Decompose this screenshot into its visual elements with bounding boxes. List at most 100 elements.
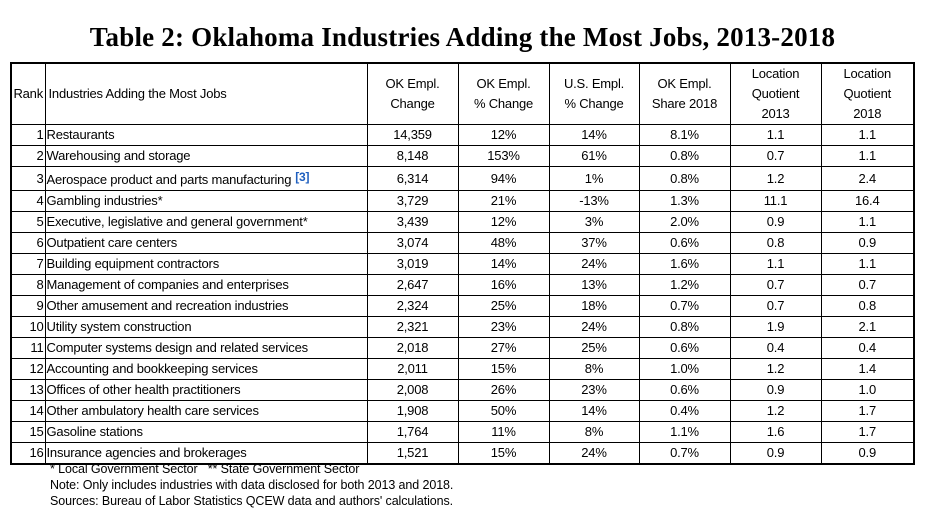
cell-industry: Computer systems design and related serv…	[44, 337, 368, 359]
note-sources: Sources: Bureau of Labor Statistics QCEW…	[50, 494, 454, 508]
cell-lq2018: 1.7	[820, 421, 915, 443]
cell-ok-change: 3,729	[366, 190, 459, 212]
cell-rank: 12	[10, 358, 46, 380]
header-lq2018: Location Quotient 2018	[820, 62, 915, 125]
cell-lq2013: 0.7	[729, 295, 822, 317]
cell-ok-pct: 50%	[457, 400, 550, 422]
cell-rank: 11	[10, 337, 46, 359]
table-row: 1 Restaurants 14,359 12% 14% 8.1% 1.1 1.1	[10, 124, 915, 146]
footnote-link[interactable]: [3]	[295, 170, 310, 184]
cell-us-pct: 25%	[548, 337, 640, 359]
header-share: OK Empl. Share 2018	[638, 62, 731, 125]
table-row: 12 Accounting and bookkeeping services 2,0…	[10, 358, 915, 380]
cell-us-pct: 23%	[548, 379, 640, 401]
cell-ok-pct: 15%	[457, 442, 550, 465]
cell-ok-change: 2,647	[366, 274, 459, 296]
cell-rank: 5	[10, 211, 46, 233]
table-notes: * Local Government Sector ** State Gover…	[50, 461, 453, 509]
cell-lq2018: 1.1	[820, 124, 915, 146]
cell-share: 8.1%	[638, 124, 731, 146]
cell-lq2013: 1.2	[729, 358, 822, 380]
cell-rank: 15	[10, 421, 46, 443]
cell-lq2013: 0.9	[729, 211, 822, 233]
cell-share: 0.7%	[638, 442, 731, 465]
cell-ok-change: 6,314	[366, 166, 459, 191]
cell-industry: Other ambulatory health care services	[44, 400, 368, 422]
cell-industry: Offices of other health practitioners	[44, 379, 368, 401]
cell-ok-pct: 25%	[457, 295, 550, 317]
note-disclosure: Note: Only includes industries with data…	[50, 478, 454, 492]
cell-industry: Executive, legislative and general gover…	[44, 211, 368, 233]
cell-us-pct: 13%	[548, 274, 640, 296]
cell-lq2018: 0.7	[820, 274, 915, 296]
cell-us-pct: 24%	[548, 253, 640, 275]
cell-lq2018: 1.0	[820, 379, 915, 401]
table-row: 2 Warehousing and storage 8,148 153% 61% 0.8%…	[10, 145, 915, 167]
header-us-pct: U.S. Empl.% Change	[548, 62, 640, 125]
table-row: 10 Utility system construction 2,321 23% 24%…	[10, 316, 915, 338]
cell-ok-pct: 23%	[457, 316, 550, 338]
cell-industry: Outpatient care centers	[44, 232, 368, 254]
cell-ok-change: 14,359	[366, 124, 459, 146]
cell-ok-pct: 12%	[457, 124, 550, 146]
cell-ok-change: 2,321	[366, 316, 459, 338]
cell-share: 0.6%	[638, 337, 731, 359]
cell-lq2013: 0.9	[729, 379, 822, 401]
cell-share: 0.6%	[638, 232, 731, 254]
table-row: 4 Gambling industries* 3,729 21% -13% 1.3% 11.…	[10, 190, 915, 212]
cell-us-pct: 1%	[548, 166, 640, 191]
cell-ok-change: 2,011	[366, 358, 459, 380]
cell-rank: 7	[10, 253, 46, 275]
cell-rank: 3	[10, 166, 46, 191]
cell-us-pct: 18%	[548, 295, 640, 317]
cell-us-pct: 8%	[548, 358, 640, 380]
cell-ok-pct: 14%	[457, 253, 550, 275]
table-row: 3 Aerospace product and parts manufacturi…	[10, 166, 915, 191]
cell-lq2018: 0.9	[820, 442, 915, 465]
cell-lq2018: 0.8	[820, 295, 915, 317]
cell-lq2013: 0.4	[729, 337, 822, 359]
cell-us-pct: -13%	[548, 190, 640, 212]
cell-us-pct: 24%	[548, 442, 640, 465]
cell-lq2018: 2.1	[820, 316, 915, 338]
cell-lq2018: 0.4	[820, 337, 915, 359]
cell-share: 0.4%	[638, 400, 731, 422]
cell-rank: 14	[10, 400, 46, 422]
header-ok-pct: OK Empl.% Change	[457, 62, 550, 125]
cell-lq2013: 0.7	[729, 145, 822, 167]
cell-share: 1.0%	[638, 358, 731, 380]
cell-share: 0.8%	[638, 316, 731, 338]
cell-rank: 8	[10, 274, 46, 296]
cell-ok-change: 3,439	[366, 211, 459, 233]
industries-table: Rank Industries Adding the Most Jobs OK …	[10, 62, 915, 465]
cell-lq2013: 0.7	[729, 274, 822, 296]
cell-us-pct: 61%	[548, 145, 640, 167]
cell-share: 0.8%	[638, 145, 731, 167]
cell-us-pct: 8%	[548, 421, 640, 443]
cell-lq2018: 1.1	[820, 253, 915, 275]
cell-share: 0.8%	[638, 166, 731, 191]
cell-share: 1.3%	[638, 190, 731, 212]
header-industry: Industries Adding the Most Jobs	[44, 62, 368, 125]
cell-rank: 9	[10, 295, 46, 317]
note-sectors: * Local Government Sector ** State Gover…	[50, 462, 360, 476]
cell-rank: 1	[10, 124, 46, 146]
cell-lq2013: 0.9	[729, 442, 822, 465]
cell-ok-change: 1,908	[366, 400, 459, 422]
cell-share: 0.6%	[638, 379, 731, 401]
cell-share: 0.7%	[638, 295, 731, 317]
cell-rank: 16	[10, 442, 46, 465]
cell-rank: 13	[10, 379, 46, 401]
cell-rank: 10	[10, 316, 46, 338]
header-lq2013: Location Quotient 2013	[729, 62, 822, 125]
cell-lq2013: 1.9	[729, 316, 822, 338]
header-ok-change: OK Empl. Change	[366, 62, 459, 125]
cell-industry: Management of companies and enterprises	[44, 274, 368, 296]
cell-us-pct: 3%	[548, 211, 640, 233]
table-row: 9 Other amusement and recreation industri…	[10, 295, 915, 317]
cell-lq2018: 1.7	[820, 400, 915, 422]
cell-ok-change: 2,324	[366, 295, 459, 317]
cell-ok-change: 2,018	[366, 337, 459, 359]
header-row: Rank Industries Adding the Most Jobs OK …	[10, 62, 915, 125]
cell-rank: 4	[10, 190, 46, 212]
